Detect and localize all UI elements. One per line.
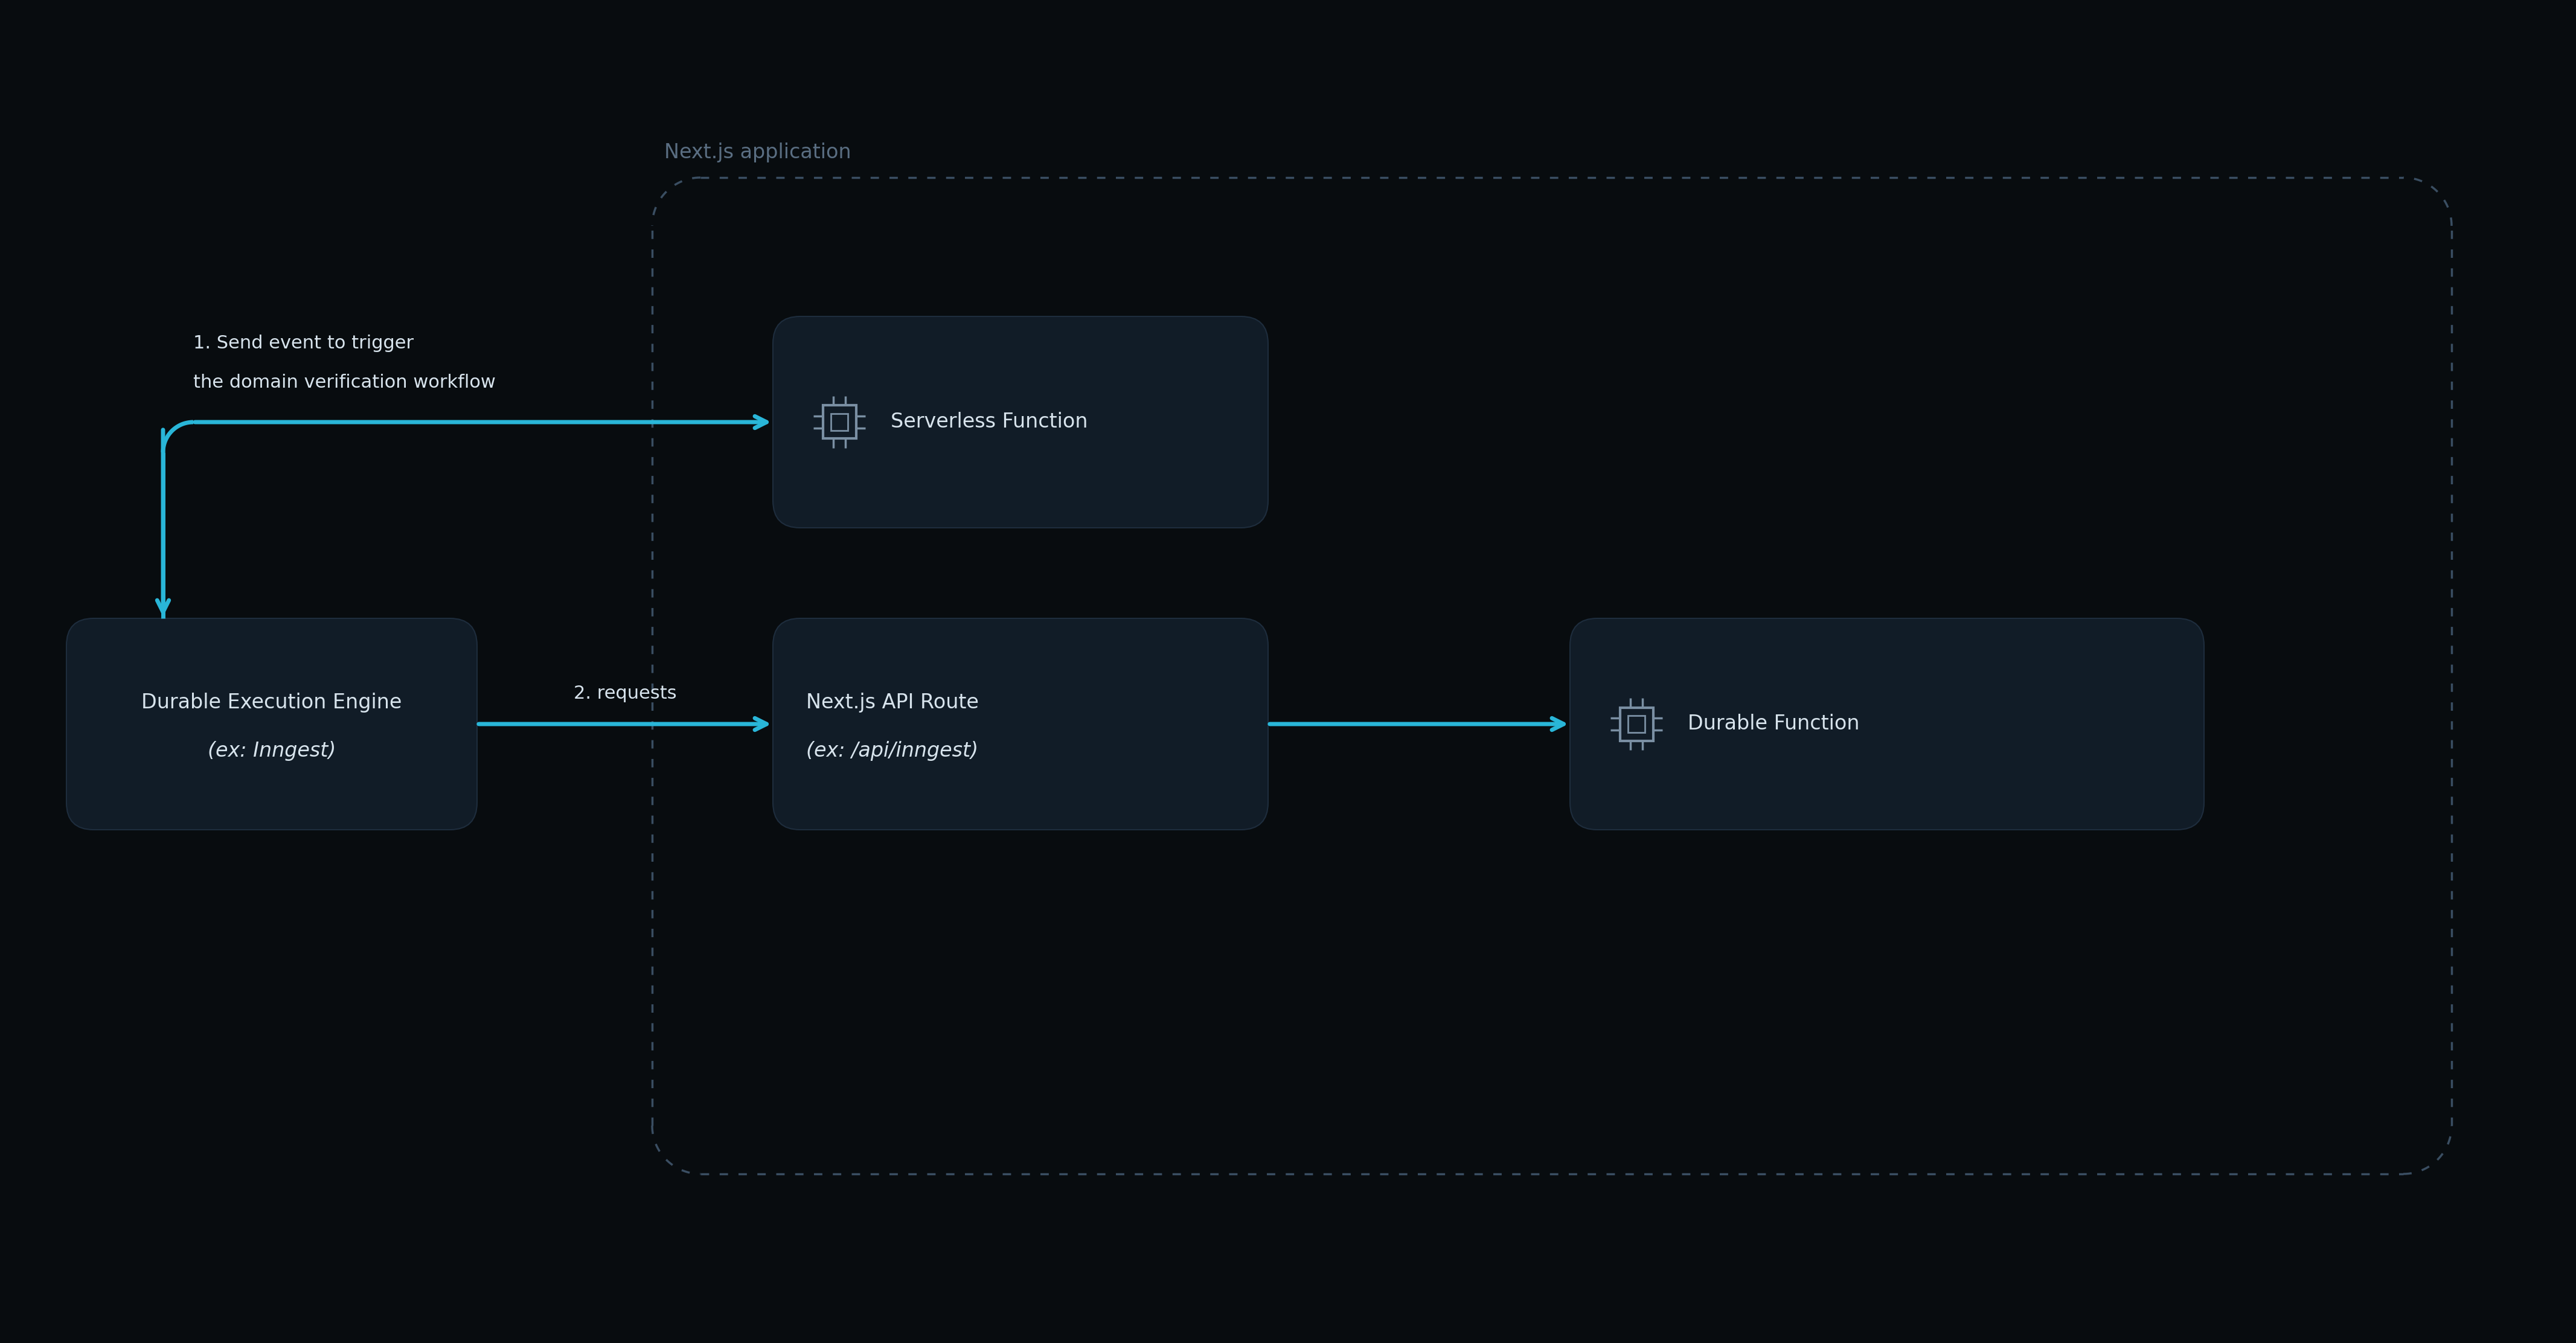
Bar — [1628, 716, 1646, 733]
Text: 1. Send event to trigger: 1. Send event to trigger — [193, 334, 415, 352]
FancyBboxPatch shape — [773, 317, 1267, 528]
Text: Next.js API Route: Next.js API Route — [806, 693, 979, 713]
FancyBboxPatch shape — [1569, 618, 2205, 830]
Text: Durable Function: Durable Function — [1687, 714, 1860, 735]
Bar — [1620, 708, 1654, 740]
Text: Serverless Function: Serverless Function — [891, 412, 1087, 432]
FancyBboxPatch shape — [773, 618, 1267, 830]
Text: the domain verification workflow: the domain verification workflow — [193, 375, 495, 392]
Text: (ex: /api/inngest): (ex: /api/inngest) — [806, 741, 979, 761]
Bar — [822, 406, 855, 439]
Text: Durable Execution Engine: Durable Execution Engine — [142, 693, 402, 713]
Bar — [829, 414, 848, 431]
FancyBboxPatch shape — [67, 618, 477, 830]
Text: Next.js application: Next.js application — [665, 142, 850, 163]
Text: (ex: Inngest): (ex: Inngest) — [209, 741, 335, 761]
Text: 2. requests: 2. requests — [574, 685, 677, 702]
